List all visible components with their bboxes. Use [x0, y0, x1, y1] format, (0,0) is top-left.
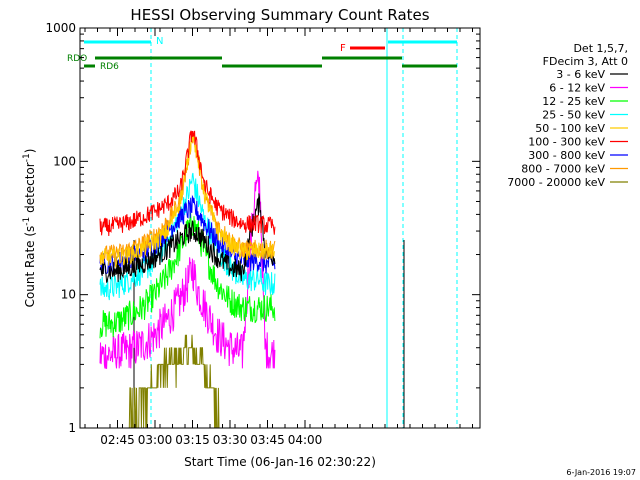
overlay-bars: N F RDO RD6	[67, 28, 458, 428]
annotation-label: F	[340, 43, 346, 54]
legend-entry-label: 100 - 300 keV	[528, 136, 605, 149]
legend-entry-label: 300 - 800 keV	[528, 149, 605, 162]
legend-header-2: FDecim 3, Att 0	[543, 55, 628, 68]
plot-frame	[79, 27, 481, 429]
series-line-7	[99, 194, 276, 275]
legend-entry-label: 12 - 25 keV	[542, 95, 605, 108]
y-tick-label: 1000	[45, 21, 76, 35]
legend-entry-label: 6 - 12 keV	[549, 82, 605, 95]
annotation-label: N	[156, 36, 163, 47]
annotation-label: RD6	[100, 62, 119, 72]
y-axis-label-part: Count Rate (s	[23, 226, 37, 308]
series-line-6	[99, 129, 276, 237]
y-axis-label-sup: -1	[22, 217, 32, 226]
y-tick-label: 100	[53, 154, 76, 168]
y-tick-label: 1	[68, 421, 76, 435]
series-layer	[99, 129, 276, 429]
series-line-2	[99, 170, 276, 369]
legend-entry-label: 3 - 6 keV	[556, 68, 605, 81]
series-line-1	[99, 193, 276, 284]
annotation-label: RDO	[67, 54, 87, 64]
x-tick-label: 02:45	[100, 433, 135, 447]
series-line-5	[99, 133, 276, 269]
legend-entry-label: 50 - 100 keV	[535, 122, 605, 135]
y-axis-label-part: detector	[23, 162, 37, 217]
legend-entry-label: 800 - 7000 keV	[521, 163, 605, 176]
x-tick-label: 03:00	[138, 433, 173, 447]
series-line-4	[99, 172, 276, 301]
axis-ticks: 02:45 03:00 03:15 03:30 03:45 04:00 1 10 100 1000	[45, 21, 480, 447]
x-tick-label: 03:30	[213, 433, 248, 447]
x-tick-label: 03:45	[250, 433, 285, 447]
legend-entry-label: 25 - 50 keV	[542, 109, 605, 122]
chart-title: HESSI Observing Summary Count Rates	[130, 6, 429, 24]
y-axis-label-sup: -1	[22, 153, 32, 162]
series-line-9	[120, 334, 220, 429]
y-axis-label: Count Rate (s-1 detector-1)	[22, 149, 37, 308]
x-axis-label: Start Time (06-Jan-16 02:30:22)	[184, 455, 376, 469]
legend-header-1: Det 1,5,7,	[573, 42, 628, 55]
series-line-3	[99, 212, 276, 339]
y-axis-label-part: )	[23, 149, 37, 154]
x-tick-label: 03:15	[175, 433, 210, 447]
footer-timestamp: 6-Jan-2016 19:07	[566, 468, 636, 477]
legend-entry-label: 7000 - 20000 keV	[507, 176, 605, 189]
y-tick-label: 10	[61, 288, 76, 302]
x-tick-label: 04:00	[288, 433, 323, 447]
